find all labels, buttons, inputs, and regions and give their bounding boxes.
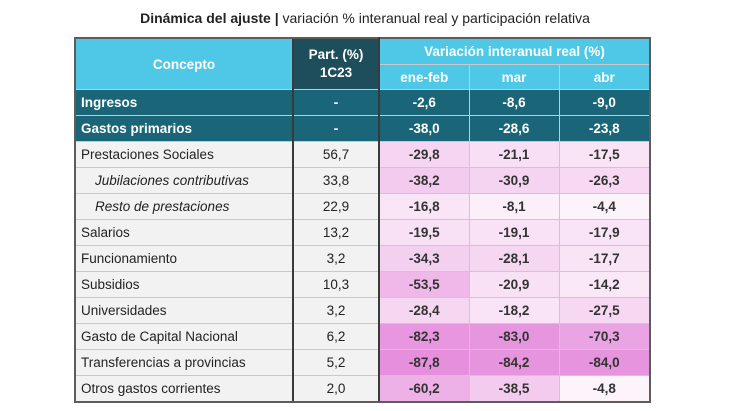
value-cell: -9,0 bbox=[558, 89, 652, 116]
row-participation: 3,2 bbox=[292, 245, 380, 272]
row-participation: 56,7 bbox=[292, 141, 380, 168]
row-participation: 10,3 bbox=[292, 271, 380, 298]
value-cell: -28,6 bbox=[468, 115, 560, 142]
row-label: Gasto de Capital Nacional bbox=[74, 323, 294, 350]
table-row-gastos-primarios: Gastos primarios - -38,0 -28,6 -23,8 bbox=[74, 115, 652, 142]
value-cell: -34,3 bbox=[378, 245, 470, 272]
row-label: Resto de prestaciones bbox=[74, 193, 294, 220]
row-label: Funcionamiento bbox=[74, 245, 294, 272]
value-cell: -27,5 bbox=[558, 297, 652, 324]
value-cell: -28,1 bbox=[468, 245, 560, 272]
table-row-funcionamiento: Funcionamiento 3,2 -34,3 -28,1 -17,7 bbox=[74, 245, 652, 272]
row-participation: - bbox=[292, 89, 380, 116]
value-cell: -8,6 bbox=[468, 89, 560, 116]
row-label: Salarios bbox=[74, 219, 294, 246]
row-label: Transferencias a provincias bbox=[74, 349, 294, 376]
row-participation: 2,0 bbox=[292, 375, 380, 403]
value-cell: -83,0 bbox=[468, 323, 560, 350]
table-row-prestaciones: Prestaciones Sociales 56,7 -29,8 -21,1 -… bbox=[74, 141, 652, 168]
header-part-line1: Part. (%) bbox=[308, 47, 364, 62]
value-cell: -14,2 bbox=[558, 271, 652, 298]
header-variacion: Variación interanual real (%) bbox=[378, 37, 652, 65]
value-cell: -17,5 bbox=[558, 141, 652, 168]
value-cell: -20,9 bbox=[468, 271, 560, 298]
header-concepto: Concepto bbox=[74, 37, 294, 90]
value-cell: -19,5 bbox=[378, 219, 470, 246]
value-cell: -84,0 bbox=[558, 349, 652, 376]
value-cell: -30,9 bbox=[468, 167, 560, 194]
value-cell: -23,8 bbox=[558, 115, 652, 142]
value-cell: -38,5 bbox=[468, 375, 560, 403]
value-cell: -18,2 bbox=[468, 297, 560, 324]
row-label: Subsidios bbox=[74, 271, 294, 298]
value-cell: -26,3 bbox=[558, 167, 652, 194]
value-cell: -16,8 bbox=[378, 193, 470, 220]
row-label: Otros gastos corrientes bbox=[74, 375, 294, 403]
value-cell: -2,6 bbox=[378, 89, 470, 116]
table-row-transferencias: Transferencias a provincias 5,2 -87,8 -8… bbox=[74, 349, 652, 376]
header-month-ene-feb: ene-feb bbox=[378, 64, 470, 90]
header-row-1: Concepto Part. (%) 1C23 Variación intera… bbox=[74, 37, 652, 90]
header-row-2: ene-feb mar abr bbox=[75, 64, 652, 90]
row-participation: 3,2 bbox=[292, 297, 380, 324]
value-cell: -17,9 bbox=[558, 219, 652, 246]
header-part-line2: 1C23 bbox=[319, 65, 353, 80]
value-cell: -82,3 bbox=[378, 323, 470, 350]
value-cell: -19,1 bbox=[468, 219, 560, 246]
row-participation: - bbox=[292, 115, 380, 142]
row-label: Universidades bbox=[74, 297, 294, 324]
row-participation: 6,2 bbox=[292, 323, 380, 350]
table-row-ingresos: Ingresos - -2,6 -8,6 -9,0 bbox=[74, 89, 652, 116]
value-cell: -17,7 bbox=[558, 245, 652, 272]
row-label: Gastos primarios bbox=[74, 115, 294, 142]
header-participacion: Part. (%) 1C23 bbox=[292, 37, 380, 90]
row-participation: 22,9 bbox=[292, 193, 380, 220]
title-rest: variación % interanual real y participac… bbox=[278, 10, 590, 26]
value-cell: -4,8 bbox=[558, 375, 652, 403]
table-row-universidades: Universidades 3,2 -28,4 -18,2 -27,5 bbox=[74, 297, 652, 324]
value-cell: -87,8 bbox=[378, 349, 470, 376]
table-row-subsidios: Subsidios 10,3 -53,5 -20,9 -14,2 bbox=[74, 271, 652, 298]
row-label: Jubilaciones contributivas bbox=[74, 167, 294, 194]
value-cell: -38,0 bbox=[378, 115, 470, 142]
row-participation: 33,8 bbox=[292, 167, 380, 194]
row-label: Ingresos bbox=[74, 89, 294, 116]
title-bold: Dinámica del ajuste | bbox=[140, 10, 279, 26]
header-month-abr: abr bbox=[558, 64, 652, 90]
value-cell: -70,3 bbox=[558, 323, 652, 350]
row-participation: 13,2 bbox=[292, 219, 380, 246]
row-label: Prestaciones Sociales bbox=[74, 141, 294, 168]
value-cell: -53,5 bbox=[378, 271, 470, 298]
value-cell: -21,1 bbox=[468, 141, 560, 168]
value-cell: -60,2 bbox=[378, 375, 470, 403]
value-cell: -29,8 bbox=[378, 141, 470, 168]
table-row-resto: Resto de prestaciones 22,9 -16,8 -8,1 -4… bbox=[74, 193, 652, 220]
table-title: Dinámica del ajuste | variación % intera… bbox=[0, 10, 730, 26]
table-row-otros: Otros gastos corrientes 2,0 -60,2 -38,5 … bbox=[74, 375, 652, 403]
table-row-salarios: Salarios 13,2 -19,5 -19,1 -17,9 bbox=[74, 219, 652, 246]
table-row-gasto-capital: Gasto de Capital Nacional 6,2 -82,3 -83,… bbox=[74, 323, 652, 350]
table-row-jubilaciones: Jubilaciones contributivas 33,8 -38,2 -3… bbox=[74, 167, 652, 194]
header-month-mar: mar bbox=[468, 64, 560, 90]
value-cell: -8,1 bbox=[468, 193, 560, 220]
adjustment-table: Concepto Part. (%) 1C23 Variación intera… bbox=[74, 37, 652, 403]
value-cell: -4,4 bbox=[558, 193, 652, 220]
value-cell: -38,2 bbox=[378, 167, 470, 194]
row-participation: 5,2 bbox=[292, 349, 380, 376]
value-cell: -28,4 bbox=[378, 297, 470, 324]
value-cell: -84,2 bbox=[468, 349, 560, 376]
